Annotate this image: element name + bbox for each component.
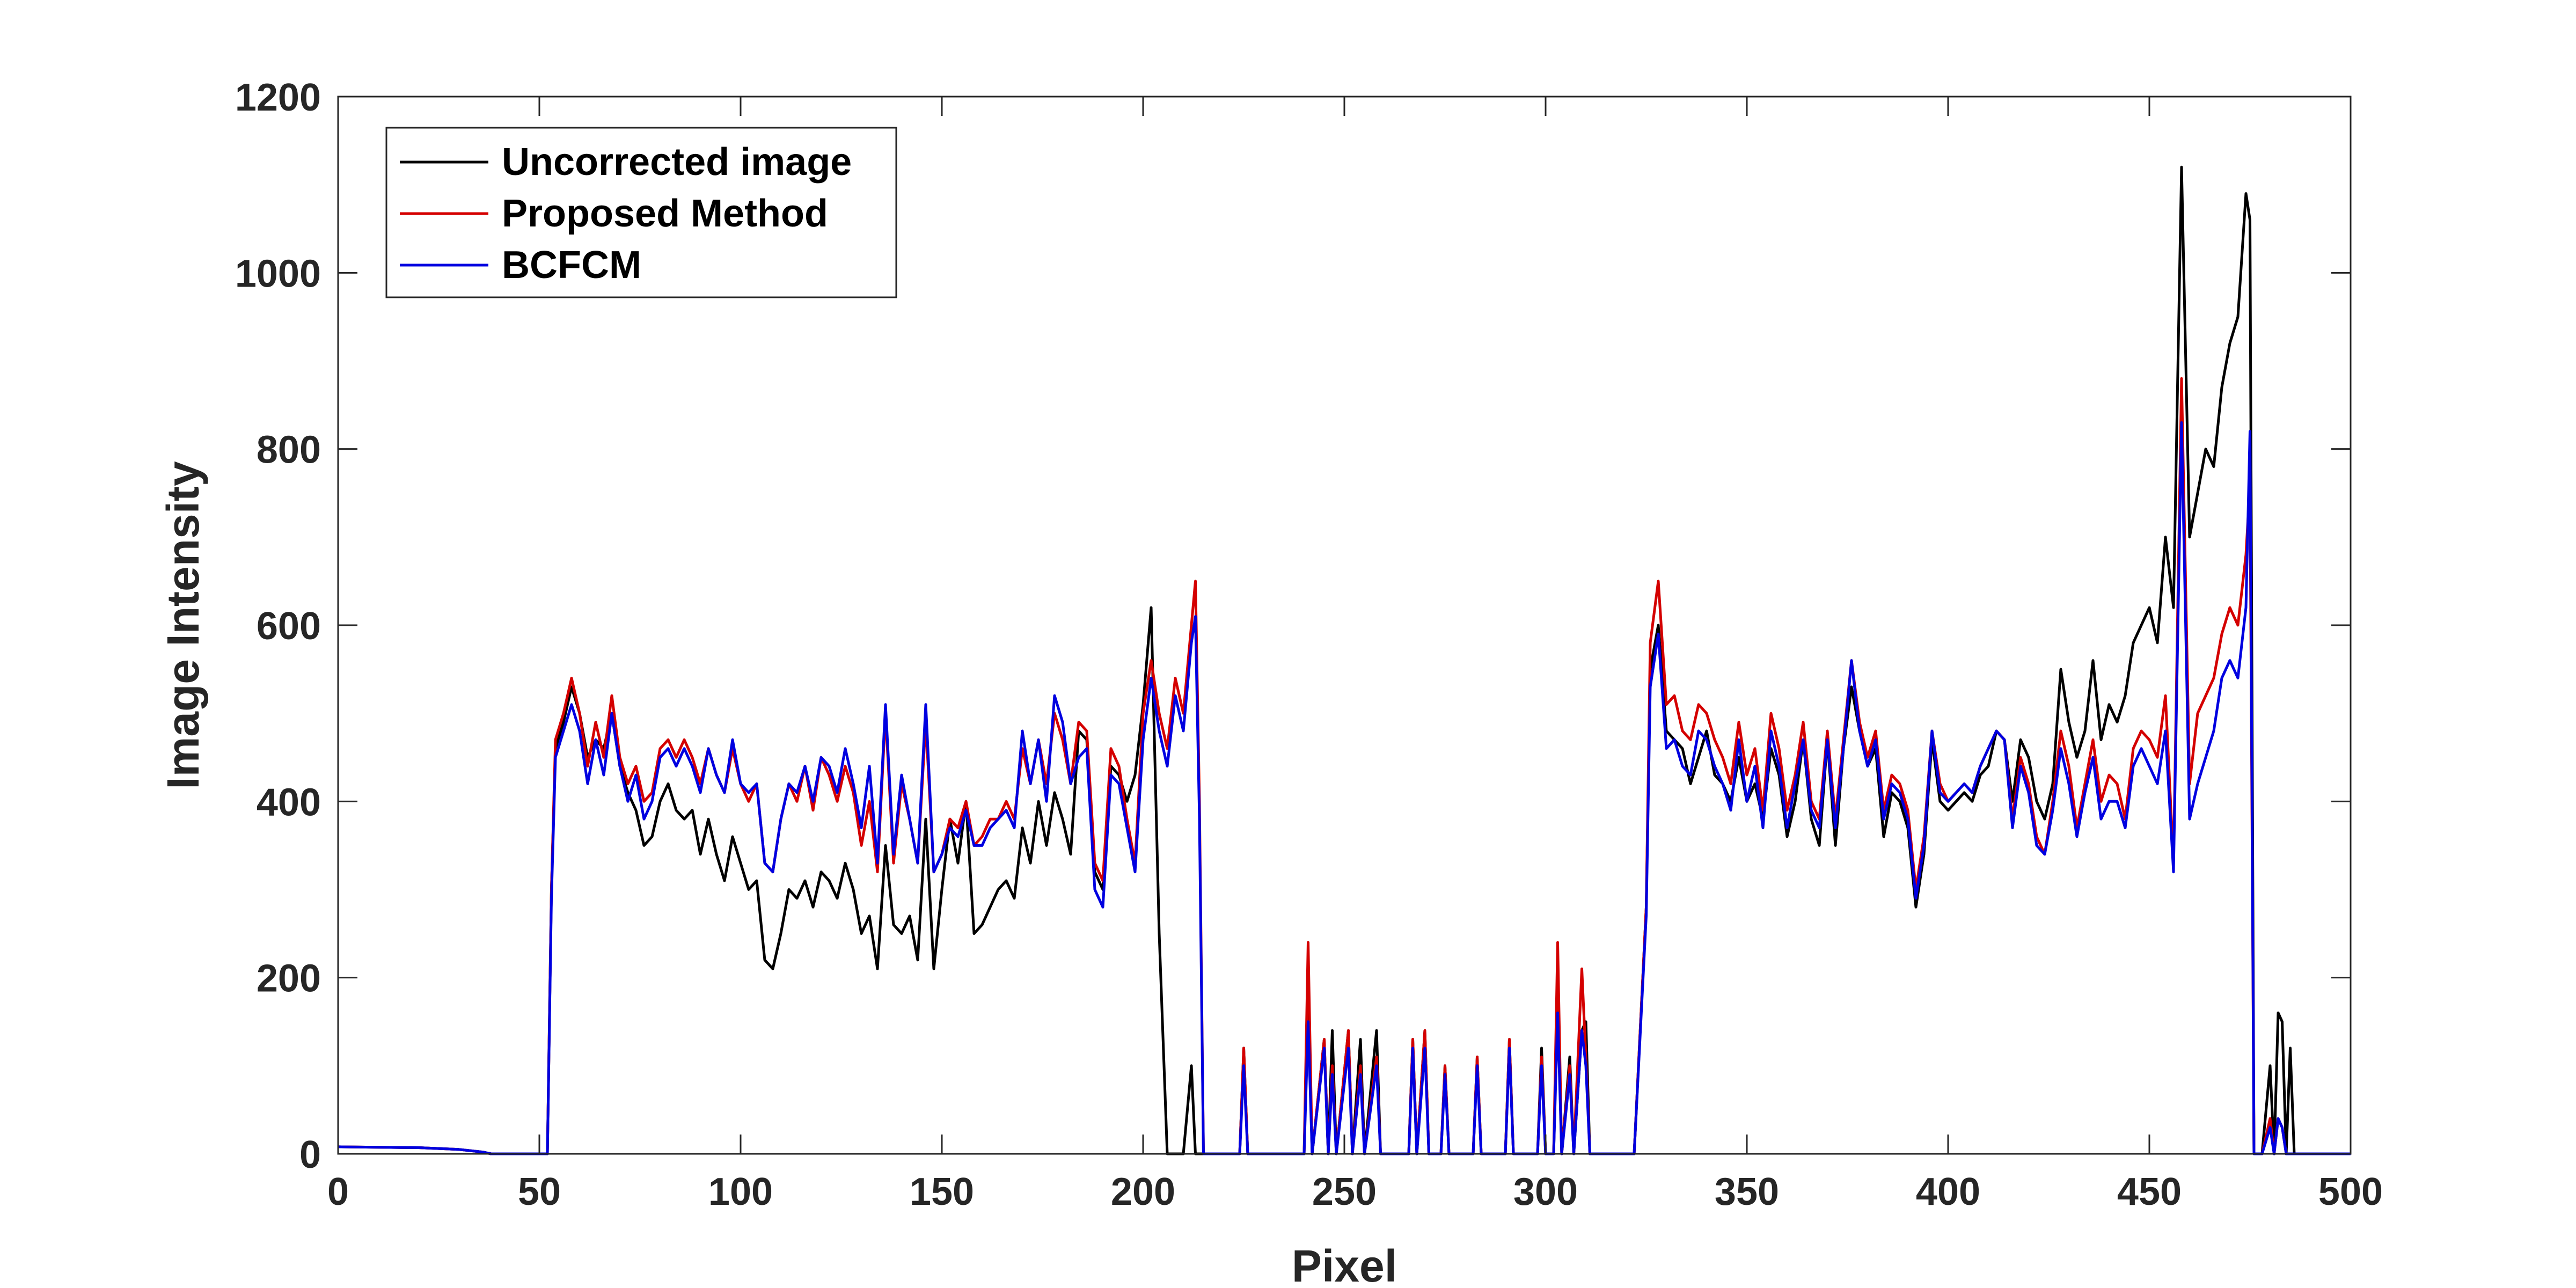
x-tick-label: 200 — [1111, 1170, 1175, 1213]
x-tick-label: 50 — [518, 1170, 561, 1213]
legend-label-uncorrected: Uncorrected image — [502, 141, 852, 184]
y-tick-label: 1200 — [235, 76, 321, 119]
x-axis-title: Pixel — [1292, 1241, 1397, 1288]
x-tick-label: 450 — [2117, 1170, 2182, 1213]
y-tick-label: 200 — [257, 957, 321, 1000]
tick-group: 0 50 100 150 200 250 300 350 400 450 500 0 200 400 600… — [235, 76, 2383, 1213]
x-tick-label: 400 — [1916, 1170, 1980, 1213]
x-tick-label: 0 — [327, 1170, 349, 1213]
legend: Uncorrected image Proposed Method BCFCM — [385, 127, 897, 298]
x-tick-label: 350 — [1715, 1170, 1779, 1213]
x-tick-label: 150 — [910, 1170, 974, 1213]
y-tick-label: 0 — [299, 1133, 321, 1176]
legend-label-bcfcm: BCFCM — [502, 244, 641, 287]
x-tick-label: 500 — [2318, 1170, 2383, 1213]
x-tick-label: 100 — [708, 1170, 773, 1213]
series-line-2 — [338, 421, 2351, 1155]
legend-label-proposed: Proposed Method — [502, 192, 828, 235]
x-tick-label: 250 — [1312, 1170, 1377, 1213]
y-tick-label: 600 — [257, 605, 321, 648]
y-tick-label: 400 — [257, 781, 321, 824]
y-tick-label: 800 — [257, 429, 321, 472]
x-tick-label: 300 — [1513, 1170, 1578, 1213]
y-tick-label: 1000 — [235, 252, 321, 295]
y-axis-title: Image Intensity — [158, 461, 208, 789]
